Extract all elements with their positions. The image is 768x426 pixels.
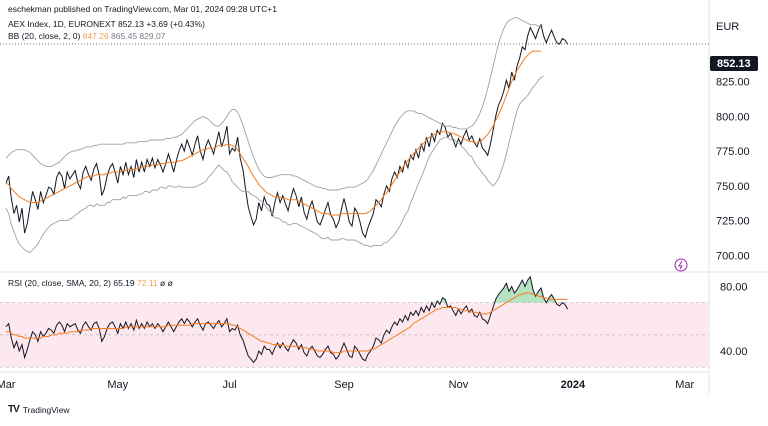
rsi-value: 65.19 [113,278,135,288]
price-panel [0,17,709,254]
series-rsi-line [5,275,569,364]
bb-upper-value: 865.45 [111,31,138,41]
series-rsi-ma-line [6,292,568,354]
price-tick-label: 800.00 [716,111,750,123]
rsi-panel [5,275,569,364]
bb-label: BB (20, close, 2, 0) [8,31,81,41]
price-tick-label: 750.00 [716,181,750,193]
publisher-line: eschekman published on TradingView.com, … [8,4,277,15]
symbol-legend[interactable]: AEX Index, 1D, EURONEXT 852.13 +3.69 (+0… [8,19,205,30]
rsi-ma-value: 72.11 [137,278,158,288]
series-bb-basis-line [5,50,541,216]
rsi-extra-1: ø [160,278,166,288]
lightning-bolt-glyph [678,260,683,270]
time-tick-label: 2024 [561,379,586,391]
tradingview-brand[interactable]: TV TradingView [8,404,70,415]
lightning-icon[interactable] [674,258,688,272]
rsi-tick-label: 40.00 [720,346,748,358]
time-tick-label: Jul [223,379,237,391]
rsi-tick-label: 80.00 [720,282,748,294]
currency-label: EUR [716,21,739,33]
rsi-legend[interactable]: RSI (20, close, SMA, 20, 2) 65.19 72.11 … [8,278,173,289]
time-tick-label: May [107,379,128,391]
symbol-name: AEX Index, 1D, EURONEXT [8,19,116,29]
last-price-text: 852.13 [717,58,751,70]
time-axis[interactable]: Mar May Jul Sep Nov 2024 Mar [0,379,694,391]
price-tick-label: 700.00 [716,250,750,262]
change-value: +3.69 (+0.43%) [146,19,205,29]
bb-legend[interactable]: BB (20, close, 2, 0) 847.26 865.45 829.0… [8,31,165,42]
last-value: 852.13 [117,19,144,29]
rsi-extra-2: ø [167,278,173,288]
price-axis[interactable]: 700.00 725.00 750.00 775.00 800.00 825.00 40.0… [716,77,750,358]
price-tick-label: 775.00 [716,146,750,158]
rsi-band-layer [0,302,709,368]
last-price-tag [710,56,758,71]
time-tick-label: Mar [0,379,16,391]
series-price-line [5,23,569,239]
rsi-label: RSI (20, close, SMA, 20, 2) [8,278,111,288]
time-tick-label: Sep [334,379,354,391]
bb-basis-value: 847.26 [82,31,109,41]
price-tick-label: 725.00 [716,216,750,228]
series-bb-upper-line [5,17,541,191]
time-tick-label: Nov [449,379,469,391]
series-bb-lower-line [5,75,544,254]
bb-lower-value: 829.07 [139,31,166,41]
publisher-text: eschekman published on TradingView.com, … [8,4,277,14]
tradingview-logo-icon: TV [8,404,20,415]
time-tick-label: Mar [675,379,694,391]
brand-name: TradingView [22,404,70,415]
price-tick-label: 825.00 [716,77,750,89]
